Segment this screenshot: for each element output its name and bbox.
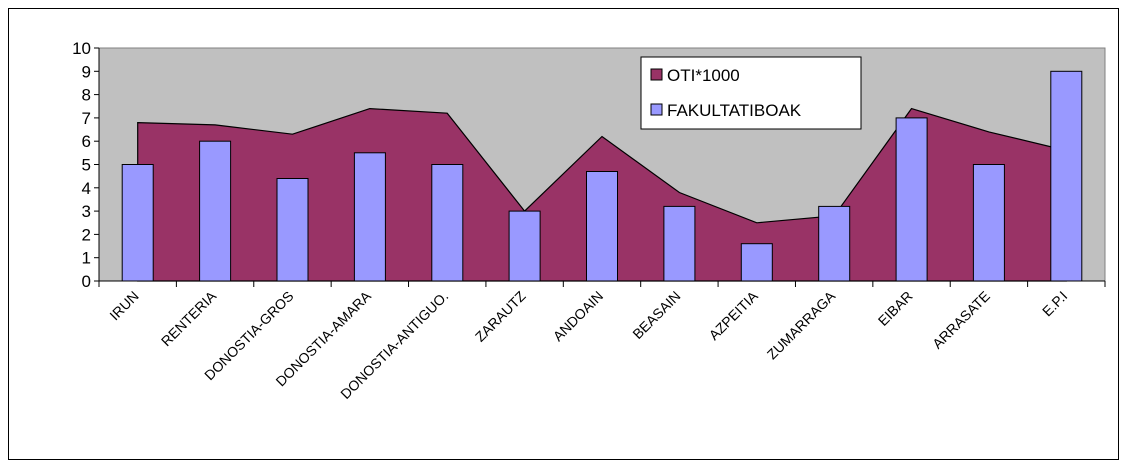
legend-swatch-oti — [650, 68, 663, 81]
y-tick-label: 1 — [82, 249, 91, 268]
fakultatiboak-bar — [199, 140, 232, 282]
legend-swatch-fakultatiboak — [650, 103, 663, 116]
chart-frame: 0 1 2 3 4 5 6 7 8 9 10 IRUN RENTERIA DONOSTIA-GROS DO… — [8, 8, 1119, 460]
fakultatiboak-bar — [895, 117, 928, 282]
fakultatiboak-bar — [353, 152, 386, 282]
y-tick-label: 3 — [82, 202, 91, 221]
legend: OTI*1000 FAKULTATIBOAK — [640, 56, 862, 130]
x-category-label: EIBAR — [875, 288, 916, 329]
legend-label-fakultatiboak: FAKULTATIBOAK — [667, 101, 802, 120]
y-tick-label: 9 — [82, 62, 91, 81]
legend-box — [640, 56, 862, 130]
y-tick-label: 8 — [82, 86, 91, 105]
fakultatiboak-bar — [972, 164, 1005, 282]
x-category-label: RENTERIA — [158, 287, 220, 349]
y-tick-label: 6 — [82, 132, 91, 151]
x-category-label: BEASAIN — [629, 288, 683, 342]
y-tick-label: 4 — [82, 179, 91, 198]
y-tick-label: 2 — [82, 225, 91, 244]
x-axis — [98, 280, 1106, 287]
x-category-label: IRUN — [106, 288, 142, 324]
legend-label-oti: OTI*1000 — [667, 66, 740, 85]
fakultatiboak-bar — [663, 205, 696, 282]
y-tick-labels: 0 1 2 3 4 5 6 7 8 9 10 — [72, 39, 91, 291]
y-tick-label: 5 — [82, 156, 91, 175]
x-category-label: ANDOAIN — [550, 288, 606, 344]
y-axis — [94, 47, 100, 282]
y-tick-label: 7 — [82, 109, 91, 128]
fakultatiboak-bar — [276, 178, 309, 282]
x-category-label: ZUMARRAGA — [764, 287, 839, 362]
x-category-label: ARRASATE — [929, 288, 993, 352]
x-tick-labels: IRUN RENTERIADONOSTIA-GROSDONOSTIA-AMARAD… — [106, 287, 1070, 402]
x-category-label: E.P.I — [1039, 288, 1070, 319]
x-category-label: AZPEITIA — [706, 287, 762, 343]
fakultatiboak-bar — [1050, 70, 1083, 282]
fakultatiboak-bars — [121, 70, 1083, 282]
y-tick-label: 10 — [72, 39, 91, 58]
fakultatiboak-bar — [508, 210, 541, 282]
fakultatiboak-bar — [740, 243, 773, 282]
fakultatiboak-bar — [431, 164, 464, 282]
fakultatiboak-bar — [586, 171, 618, 282]
fakultatiboak-bar — [121, 164, 154, 282]
fakultatiboak-bar — [818, 205, 851, 282]
x-category-label: ZARAUTZ — [472, 287, 529, 344]
y-tick-label: 0 — [82, 272, 91, 291]
